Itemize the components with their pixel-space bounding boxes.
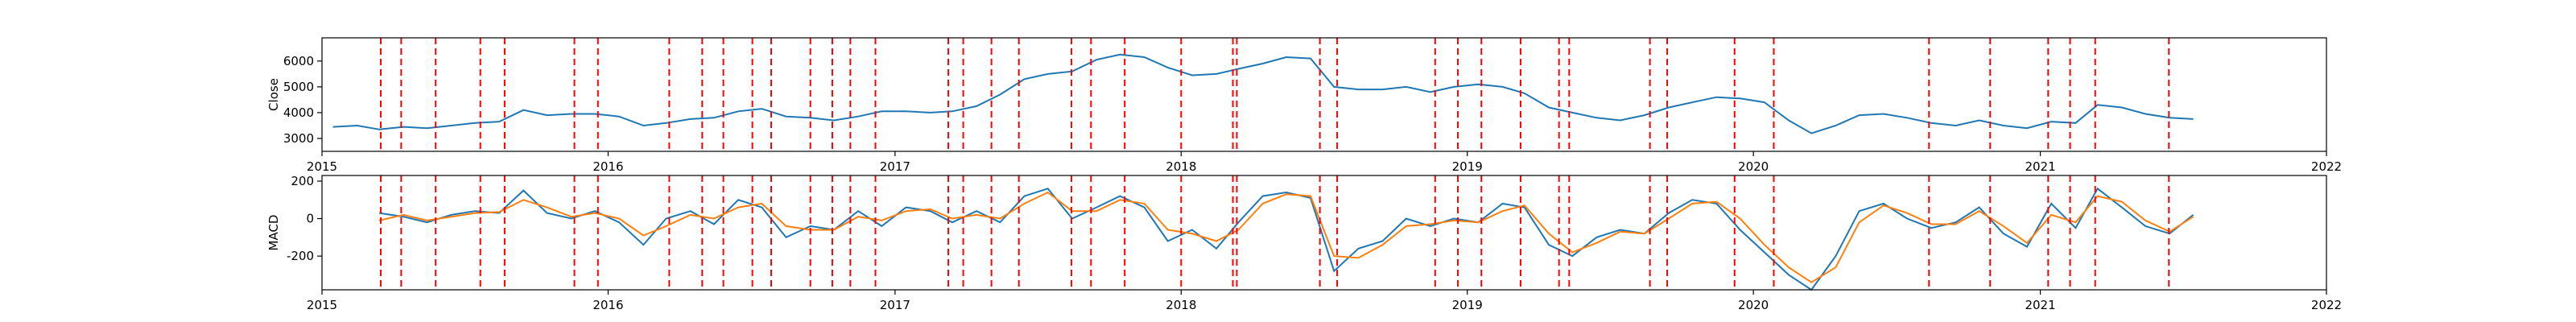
y-tick-label-3: 6000 <box>283 54 314 68</box>
x-tick-label-1: 2016 <box>592 159 623 174</box>
y-tick-label-0: 3000 <box>283 131 314 146</box>
x-tick-label-4: 2019 <box>1452 298 1483 312</box>
y-tick-label-2: 5000 <box>283 80 314 94</box>
x-tick-label-7: 2022 <box>2311 298 2342 312</box>
series-line-1 <box>378 191 2194 283</box>
x-tick-label-0: 2015 <box>307 298 337 312</box>
x-tick-label-6: 2021 <box>2025 298 2055 312</box>
macd-panel: -200 0 200 2015 2016 2017 2018 2019 2020 2021 2022… <box>266 174 2342 312</box>
y-tick-label-2: 200 <box>291 174 314 188</box>
x-tick-label-3: 2018 <box>1166 159 1196 174</box>
x-tick-label-4: 2019 <box>1452 159 1483 174</box>
y-axis-label: Close <box>266 78 281 111</box>
y-axis-label: MACD <box>266 215 281 251</box>
series-line-0 <box>378 187 2194 291</box>
close-price-panel: 3000 4000 5000 6000 2015 2016 2017 2018 2019 2020… <box>266 37 2342 174</box>
x-tick-label-2: 2017 <box>880 298 910 312</box>
axes-frame <box>321 175 2327 291</box>
x-tick-label-6: 2021 <box>2025 159 2055 174</box>
x-tick-label-7: 2022 <box>2311 159 2342 174</box>
x-tick-label-1: 2016 <box>592 298 623 312</box>
y-tick-label-1: 4000 <box>283 105 314 120</box>
x-tick-label-0: 2015 <box>307 159 337 174</box>
x-tick-label-2: 2017 <box>880 159 910 174</box>
y-tick-label-1: 0 <box>306 212 314 226</box>
x-tick-label-5: 2020 <box>1738 298 1769 312</box>
y-tick-label-0: -200 <box>287 249 314 263</box>
x-tick-label-5: 2020 <box>1738 159 1769 174</box>
x-tick-label-3: 2018 <box>1166 298 1196 312</box>
series-line-0 <box>332 53 2194 134</box>
axes-frame <box>321 37 2327 152</box>
